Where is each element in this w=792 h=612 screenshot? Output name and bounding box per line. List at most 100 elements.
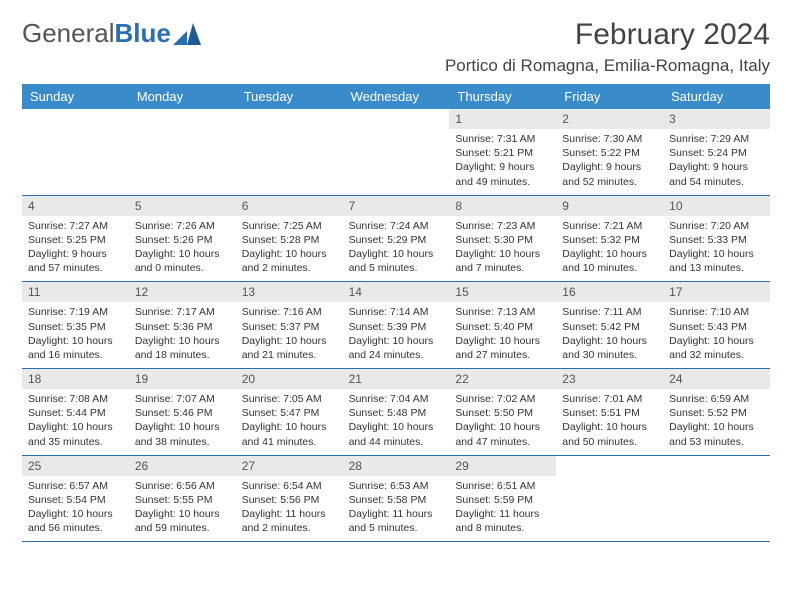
sunset-text: Sunset: 5:33 PM: [669, 233, 764, 247]
day-cell: [129, 109, 236, 195]
sunrise-text: Sunrise: 6:51 AM: [455, 479, 550, 493]
day-info: Sunrise: 7:29 AMSunset: 5:24 PMDaylight:…: [669, 132, 764, 189]
day-number: 4: [22, 196, 129, 216]
day-number: 17: [663, 282, 770, 302]
sunset-text: Sunset: 5:56 PM: [242, 493, 337, 507]
day-cell: 27Sunrise: 6:54 AMSunset: 5:56 PMDayligh…: [236, 456, 343, 542]
day-number: 8: [449, 196, 556, 216]
sunset-text: Sunset: 5:59 PM: [455, 493, 550, 507]
day-cell: 6 Sunrise: 7:25 AMSunset: 5:28 PMDaylight…: [236, 196, 343, 282]
day-info: Sunrise: 7:14 AMSunset: 5:39 PMDaylight:…: [349, 305, 444, 362]
day-cell: 28 Sunrise: 6:53 AMSunset: 5:58 PMDayligh…: [343, 456, 450, 542]
day-info: Sunrise: 6:59 AMSunset: 5:52 PMDaylight:…: [669, 392, 764, 449]
sunrise-text: Sunrise: 7:14 AM: [349, 305, 444, 319]
weekday-header: Wednesday: [343, 84, 450, 109]
week-row: 11Sunrise: 7:19 AMSunset: 5:35 PMDayligh…: [22, 282, 770, 369]
day-info: Sunrise: 7:25 AMSunset: 5:28 PMDaylight:…: [242, 219, 337, 276]
day-info: Sunrise: 7:07 AMSunset: 5:46 PMDaylight:…: [135, 392, 230, 449]
weekday-header: Thursday: [449, 84, 556, 109]
day-info: Sunrise: 6:53 AMSunset: 5:58 PMDaylight:…: [349, 479, 444, 536]
daylight-line1: Daylight: 10 hours: [669, 334, 764, 348]
sunset-text: Sunset: 5:55 PM: [135, 493, 230, 507]
day-cell: 22Sunrise: 7:02 AMSunset: 5:50 PMDayligh…: [449, 369, 556, 455]
weekday-header: Sunday: [22, 84, 129, 109]
sunrise-text: Sunrise: 6:53 AM: [349, 479, 444, 493]
week-row: 4 Sunrise: 7:27 AMSunset: 5:25 PMDaylight…: [22, 196, 770, 283]
day-cell: [556, 456, 663, 542]
day-info: Sunrise: 7:23 AMSunset: 5:30 PMDaylight:…: [455, 219, 550, 276]
day-number: [129, 109, 236, 115]
sunset-text: Sunset: 5:52 PM: [669, 406, 764, 420]
day-cell: 24 Sunrise: 6:59 AMSunset: 5:52 PMDayligh…: [663, 369, 770, 455]
day-info: Sunrise: 7:10 AMSunset: 5:43 PMDaylight:…: [669, 305, 764, 362]
day-info: Sunrise: 7:21 AMSunset: 5:32 PMDaylight:…: [562, 219, 657, 276]
day-info: Sunrise: 7:26 AMSunset: 5:26 PMDaylight:…: [135, 219, 230, 276]
daylight-line1: Daylight: 11 hours: [349, 507, 444, 521]
sunset-text: Sunset: 5:37 PM: [242, 320, 337, 334]
sunrise-text: Sunrise: 7:29 AM: [669, 132, 764, 146]
day-number: 7: [343, 196, 450, 216]
daylight-line2: and 0 minutes.: [135, 261, 230, 275]
day-number: [556, 456, 663, 462]
day-info: Sunrise: 7:04 AMSunset: 5:48 PMDaylight:…: [349, 392, 444, 449]
day-info: Sunrise: 7:24 AMSunset: 5:29 PMDaylight:…: [349, 219, 444, 276]
sunset-text: Sunset: 5:39 PM: [349, 320, 444, 334]
day-cell: 20Sunrise: 7:05 AMSunset: 5:47 PMDayligh…: [236, 369, 343, 455]
day-cell: 12 Sunrise: 7:17 AMSunset: 5:36 PMDayligh…: [129, 282, 236, 368]
sunset-text: Sunset: 5:44 PM: [28, 406, 123, 420]
daylight-line2: and 2 minutes.: [242, 521, 337, 535]
day-cell: 13Sunrise: 7:16 AMSunset: 5:37 PMDayligh…: [236, 282, 343, 368]
day-info: Sunrise: 7:30 AMSunset: 5:22 PMDaylight:…: [562, 132, 657, 189]
daylight-line1: Daylight: 10 hours: [242, 334, 337, 348]
sunset-text: Sunset: 5:29 PM: [349, 233, 444, 247]
sunrise-text: Sunrise: 6:54 AM: [242, 479, 337, 493]
day-info: Sunrise: 7:17 AMSunset: 5:36 PMDaylight:…: [135, 305, 230, 362]
sunrise-text: Sunrise: 7:31 AM: [455, 132, 550, 146]
day-cell: 8 Sunrise: 7:23 AMSunset: 5:30 PMDaylight…: [449, 196, 556, 282]
daylight-line2: and 47 minutes.: [455, 435, 550, 449]
day-number: 6: [236, 196, 343, 216]
day-number: [663, 456, 770, 462]
day-cell: 4 Sunrise: 7:27 AMSunset: 5:25 PMDaylight…: [22, 196, 129, 282]
day-number: 3: [663, 109, 770, 129]
daylight-line2: and 18 minutes.: [135, 348, 230, 362]
week-row: 1Sunrise: 7:31 AMSunset: 5:21 PMDaylight…: [22, 109, 770, 196]
daylight-line2: and 16 minutes.: [28, 348, 123, 362]
daylight-line2: and 5 minutes.: [349, 521, 444, 535]
month-title: February 2024: [445, 18, 770, 52]
day-number: 18: [22, 369, 129, 389]
day-number: 24: [663, 369, 770, 389]
day-number: 21: [343, 369, 450, 389]
sunrise-text: Sunrise: 7:30 AM: [562, 132, 657, 146]
sunset-text: Sunset: 5:48 PM: [349, 406, 444, 420]
day-number: 28: [343, 456, 450, 476]
daylight-line1: Daylight: 10 hours: [242, 420, 337, 434]
daylight-line1: Daylight: 10 hours: [562, 247, 657, 261]
sunrise-text: Sunrise: 7:01 AM: [562, 392, 657, 406]
day-number: 23: [556, 369, 663, 389]
daylight-line2: and 2 minutes.: [242, 261, 337, 275]
day-number: 12: [129, 282, 236, 302]
day-number: 10: [663, 196, 770, 216]
day-info: Sunrise: 6:57 AMSunset: 5:54 PMDaylight:…: [28, 479, 123, 536]
day-number: 15: [449, 282, 556, 302]
daylight-line2: and 35 minutes.: [28, 435, 123, 449]
day-number: 9: [556, 196, 663, 216]
sunset-text: Sunset: 5:21 PM: [455, 146, 550, 160]
day-info: Sunrise: 7:27 AMSunset: 5:25 PMDaylight:…: [28, 219, 123, 276]
sunrise-text: Sunrise: 7:24 AM: [349, 219, 444, 233]
sunset-text: Sunset: 5:25 PM: [28, 233, 123, 247]
day-cell: 3 Sunrise: 7:29 AMSunset: 5:24 PMDaylight…: [663, 109, 770, 195]
day-cell: 5Sunrise: 7:26 AMSunset: 5:26 PMDaylight…: [129, 196, 236, 282]
daylight-line1: Daylight: 10 hours: [349, 247, 444, 261]
sunset-text: Sunset: 5:51 PM: [562, 406, 657, 420]
sunrise-text: Sunrise: 7:07 AM: [135, 392, 230, 406]
daylight-line1: Daylight: 11 hours: [242, 507, 337, 521]
day-cell: 7 Sunrise: 7:24 AMSunset: 5:29 PMDaylight…: [343, 196, 450, 282]
logo-word2: Blue: [115, 18, 171, 48]
daylight-line1: Daylight: 10 hours: [28, 507, 123, 521]
sunset-text: Sunset: 5:22 PM: [562, 146, 657, 160]
sunset-text: Sunset: 5:26 PM: [135, 233, 230, 247]
sunset-text: Sunset: 5:36 PM: [135, 320, 230, 334]
day-number: 14: [343, 282, 450, 302]
